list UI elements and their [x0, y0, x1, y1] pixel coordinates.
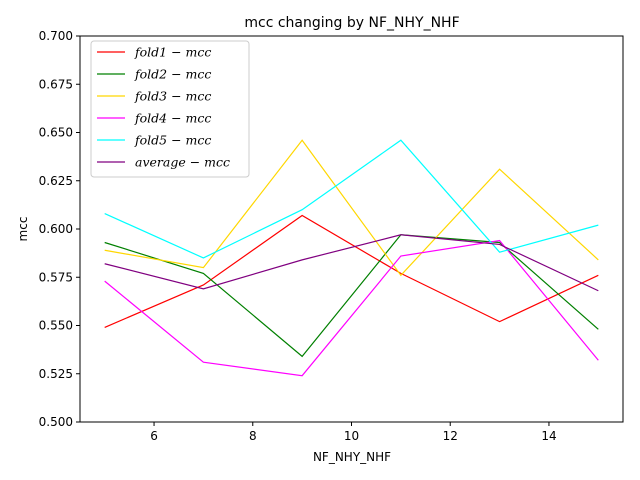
y-tick-label: 0.500: [39, 415, 73, 429]
series-line-2: [104, 234, 599, 358]
y-tick-label: 0.600: [39, 222, 73, 236]
legend-box: [90, 40, 250, 178]
y-axis-ticks: 0.500 0.525 0.550 0.575 0.600 0.625 0.650 0.675…: [39, 29, 80, 429]
y-tick-label: 0.525: [39, 367, 73, 381]
y-axis-label: mcc: [16, 217, 30, 242]
x-tick-label: 8: [249, 429, 257, 443]
chart-title: mcc changing by NF_NHY_NHF: [244, 15, 459, 31]
y-tick-label: 0.550: [39, 319, 73, 333]
series-layer: [104, 139, 599, 377]
series-line-1: [104, 214, 599, 328]
legend-entry-label: average − mcc: [135, 155, 230, 170]
legend: fold1 − mcc fold2 − mcc fold3 − mcc fold4 −…: [90, 40, 250, 178]
legend-entry-label: fold5 − mcc: [134, 133, 211, 148]
series-line-4: [104, 239, 599, 377]
y-tick-label: 0.575: [39, 270, 73, 284]
series-line-3: [104, 139, 599, 277]
series-line-6: [104, 234, 599, 292]
x-tick-label: 12: [443, 429, 458, 443]
series-line-5: [104, 139, 599, 259]
legend-entry-label: fold3 − mcc: [134, 89, 211, 104]
y-tick-label: 0.675: [39, 77, 73, 91]
x-tick-label: 6: [150, 429, 158, 443]
x-tick-label: 14: [541, 429, 556, 443]
y-tick-label: 0.700: [39, 29, 73, 43]
x-axis-label: NF_NHY_NHF: [313, 450, 391, 464]
legend-entry-label: fold4 − mcc: [134, 111, 211, 126]
x-tick-label: 10: [344, 429, 359, 443]
legend-entry-label: fold2 − mcc: [134, 67, 211, 82]
y-tick-label: 0.625: [39, 174, 73, 188]
legend-entry-label: fold1 − mcc: [134, 45, 211, 60]
x-axis-ticks: 6 8 10 12 14: [150, 422, 557, 443]
y-tick-label: 0.650: [39, 126, 73, 140]
